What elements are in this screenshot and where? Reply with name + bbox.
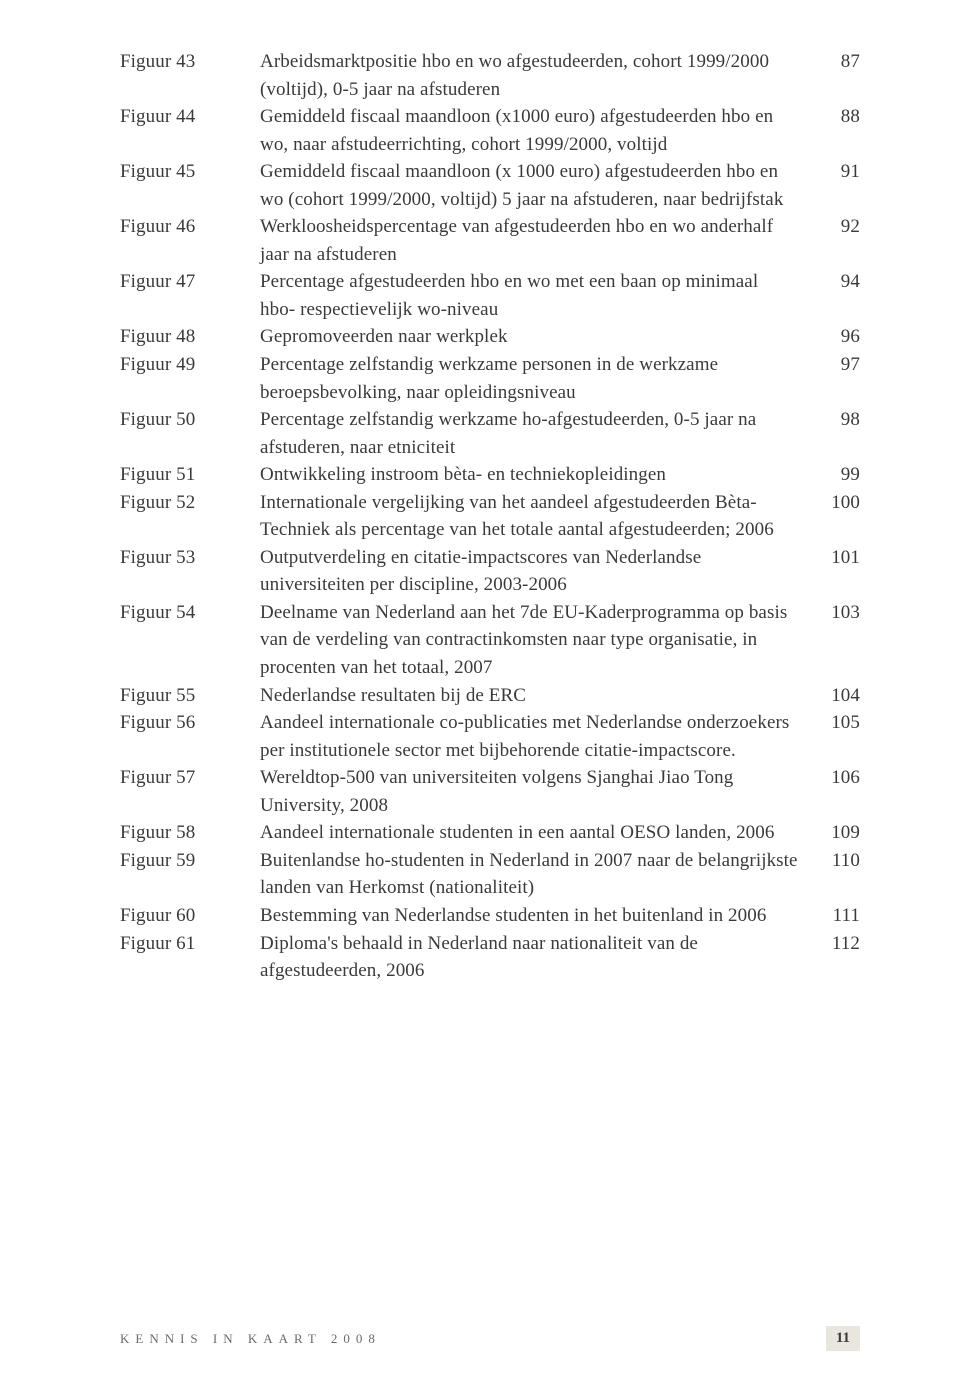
figure-page: 106 — [806, 764, 860, 819]
figure-page: 94 — [806, 268, 860, 323]
figure-row: Figuur 53Outputverdeling en citatie-impa… — [120, 544, 860, 599]
figure-page: 101 — [806, 544, 860, 599]
figure-page: 97 — [806, 351, 860, 406]
figure-page: 109 — [806, 819, 860, 847]
figure-description: Arbeidsmarktpositie hbo en wo afgestudee… — [260, 48, 806, 103]
figure-page: 88 — [806, 103, 860, 158]
figure-description: Wereldtop-500 van universiteiten volgens… — [260, 764, 806, 819]
figure-description: Ontwikkeling instroom bèta- en technieko… — [260, 461, 806, 489]
figure-description: Deelname van Nederland aan het 7de EU-Ka… — [260, 599, 806, 682]
figure-label: Figuur 46 — [120, 213, 260, 268]
figure-label: Figuur 61 — [120, 930, 260, 985]
figure-description: Percentage afgestudeerden hbo en wo met … — [260, 268, 806, 323]
figure-description: Aandeel internationale co-publicaties me… — [260, 709, 806, 764]
figure-label: Figuur 57 — [120, 764, 260, 819]
figure-label: Figuur 58 — [120, 819, 260, 847]
figure-row: Figuur 45Gemiddeld fiscaal maandloon (x … — [120, 158, 860, 213]
page: Figuur 43Arbeidsmarktpositie hbo en wo a… — [0, 0, 960, 1397]
figure-description: Percentage zelfstandig werkzame personen… — [260, 351, 806, 406]
figure-row: Figuur 55Nederlandse resultaten bij de E… — [120, 682, 860, 710]
figure-row: Figuur 59Buitenlandse ho-studenten in Ne… — [120, 847, 860, 902]
figure-row: Figuur 46Werkloosheidspercentage van afg… — [120, 213, 860, 268]
figure-list: Figuur 43Arbeidsmarktpositie hbo en wo a… — [120, 48, 860, 985]
page-footer: KENNIS IN KAART 2008 11 — [120, 1326, 860, 1351]
figure-description: Internationale vergelijking van het aand… — [260, 489, 806, 544]
figure-row: Figuur 44Gemiddeld fiscaal maandloon (x1… — [120, 103, 860, 158]
figure-label: Figuur 50 — [120, 406, 260, 461]
figure-page: 98 — [806, 406, 860, 461]
figure-page: 91 — [806, 158, 860, 213]
figure-row: Figuur 60Bestemming van Nederlandse stud… — [120, 902, 860, 930]
figure-label: Figuur 54 — [120, 599, 260, 682]
figure-label: Figuur 59 — [120, 847, 260, 902]
figure-row: Figuur 50Percentage zelfstandig werkzame… — [120, 406, 860, 461]
figure-description: Percentage zelfstandig werkzame ho-afges… — [260, 406, 806, 461]
figure-page: 92 — [806, 213, 860, 268]
figure-label: Figuur 51 — [120, 461, 260, 489]
footer-title: KENNIS IN KAART 2008 — [120, 1331, 381, 1347]
figure-description: Gepromoveerden naar werkplek — [260, 323, 806, 351]
figure-label: Figuur 44 — [120, 103, 260, 158]
figure-description: Gemiddeld fiscaal maandloon (x1000 euro)… — [260, 103, 806, 158]
figure-row: Figuur 61Diploma's behaald in Nederland … — [120, 930, 860, 985]
figure-label: Figuur 53 — [120, 544, 260, 599]
figure-label: Figuur 49 — [120, 351, 260, 406]
figure-row: Figuur 43Arbeidsmarktpositie hbo en wo a… — [120, 48, 860, 103]
figure-description: Outputverdeling en citatie-impactscores … — [260, 544, 806, 599]
figure-page: 103 — [806, 599, 860, 682]
figure-page: 100 — [806, 489, 860, 544]
figure-description: Nederlandse resultaten bij de ERC — [260, 682, 806, 710]
figure-row: Figuur 49Percentage zelfstandig werkzame… — [120, 351, 860, 406]
figure-row: Figuur 47Percentage afgestudeerden hbo e… — [120, 268, 860, 323]
figure-row: Figuur 48Gepromoveerden naar werkplek96 — [120, 323, 860, 351]
figure-page: 104 — [806, 682, 860, 710]
figure-label: Figuur 55 — [120, 682, 260, 710]
figure-description: Aandeel internationale studenten in een … — [260, 819, 806, 847]
figure-label: Figuur 43 — [120, 48, 260, 103]
figure-page: 105 — [806, 709, 860, 764]
figure-page: 111 — [806, 902, 860, 930]
figure-label: Figuur 47 — [120, 268, 260, 323]
figure-row: Figuur 52Internationale vergelijking van… — [120, 489, 860, 544]
figure-row: Figuur 51Ontwikkeling instroom bèta- en … — [120, 461, 860, 489]
footer-page-number: 11 — [826, 1326, 860, 1351]
figure-page: 96 — [806, 323, 860, 351]
figure-page: 87 — [806, 48, 860, 103]
figure-row: Figuur 56Aandeel internationale co-publi… — [120, 709, 860, 764]
figure-label: Figuur 45 — [120, 158, 260, 213]
figure-page: 99 — [806, 461, 860, 489]
figure-row: Figuur 57Wereldtop-500 van universiteite… — [120, 764, 860, 819]
figure-description: Gemiddeld fiscaal maandloon (x 1000 euro… — [260, 158, 806, 213]
figure-label: Figuur 60 — [120, 902, 260, 930]
figure-description: Diploma's behaald in Nederland naar nati… — [260, 930, 806, 985]
figure-label: Figuur 52 — [120, 489, 260, 544]
figure-page: 112 — [806, 930, 860, 985]
figure-description: Werkloosheidspercentage van afgestudeerd… — [260, 213, 806, 268]
figure-description: Bestemming van Nederlandse studenten in … — [260, 902, 806, 930]
figure-page: 110 — [806, 847, 860, 902]
figure-row: Figuur 58Aandeel internationale studente… — [120, 819, 860, 847]
figure-label: Figuur 48 — [120, 323, 260, 351]
figure-description: Buitenlandse ho-studenten in Nederland i… — [260, 847, 806, 902]
figure-row: Figuur 54Deelname van Nederland aan het … — [120, 599, 860, 682]
figure-label: Figuur 56 — [120, 709, 260, 764]
